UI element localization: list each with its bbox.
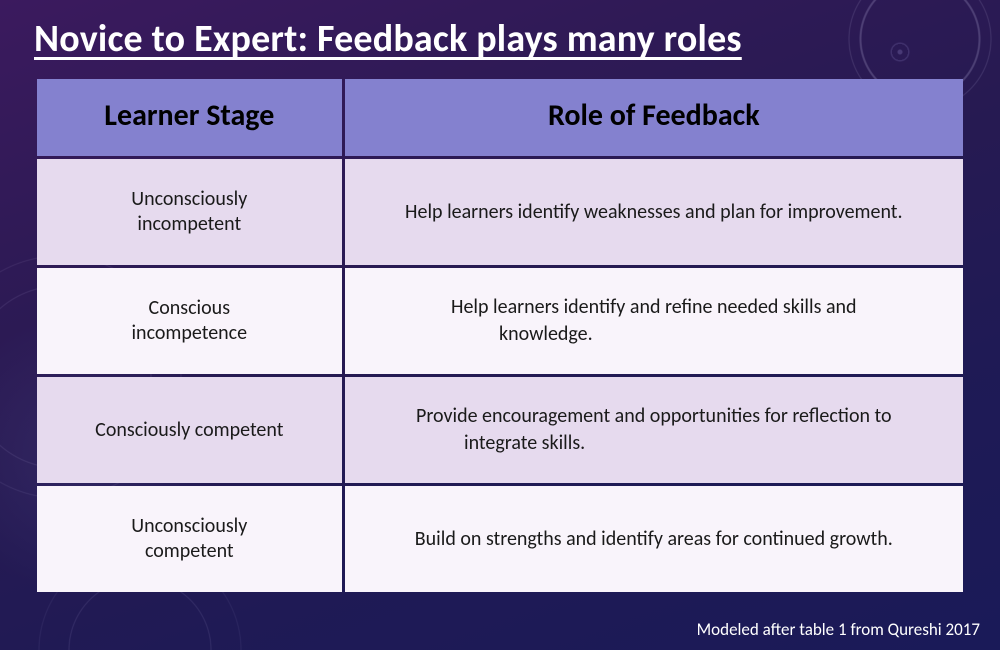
role-cell: Help learners identify and refine needed… bbox=[345, 268, 963, 374]
stage-line2: incompetence bbox=[131, 321, 247, 345]
stage-cell: Unconsciously competent bbox=[37, 486, 342, 592]
role-line1: Provide encouragement and opportunities … bbox=[416, 404, 892, 428]
table-row: Conscious incompetence Help learners ide… bbox=[37, 268, 963, 374]
role-text: Provide encouragement and opportunities … bbox=[416, 403, 892, 457]
table-row: Consciously competent Provide encouragem… bbox=[37, 377, 963, 483]
stage-line1: Unconsciously bbox=[131, 514, 247, 538]
col-header-stage: Learner Stage bbox=[37, 79, 342, 156]
role-line2: knowledge. bbox=[451, 321, 857, 348]
role-cell: Help learners identify weaknesses and pl… bbox=[345, 159, 963, 265]
slide: Novice to Expert: Feedback plays many ro… bbox=[0, 0, 1000, 650]
table-row: Unconsciously competent Build on strengt… bbox=[37, 486, 963, 592]
table-header-row: Learner Stage Role of Feedback bbox=[37, 79, 963, 156]
role-text: Build on strengths and identify areas fo… bbox=[415, 527, 893, 551]
stage-line2: incompetent bbox=[137, 212, 241, 236]
attribution-text: Modeled after table 1 from Qureshi 2017 bbox=[697, 619, 980, 640]
role-cell: Build on strengths and identify areas fo… bbox=[345, 486, 963, 592]
stage-cell: Unconsciously incompetent bbox=[37, 159, 342, 265]
feedback-table: Learner Stage Role of Feedback Unconscio… bbox=[34, 76, 966, 595]
role-line1: Help learners identify and refine needed… bbox=[451, 295, 857, 319]
role-text: Help learners identify weaknesses and pl… bbox=[405, 200, 903, 224]
stage-line1: Consciously competent bbox=[95, 418, 283, 442]
stage-cell: Conscious incompetence bbox=[37, 268, 342, 374]
role-line2: integrate skills. bbox=[416, 430, 892, 457]
slide-title: Novice to Expert: Feedback plays many ro… bbox=[34, 16, 966, 62]
stage-line1: Unconsciously bbox=[131, 187, 247, 211]
role-cell: Provide encouragement and opportunities … bbox=[345, 377, 963, 483]
stage-line2: competent bbox=[145, 539, 234, 563]
col-header-role: Role of Feedback bbox=[345, 79, 963, 156]
stage-line1: Conscious bbox=[149, 296, 230, 320]
table-row: Unconsciously incompetent Help learners … bbox=[37, 159, 963, 265]
table-body: Unconsciously incompetent Help learners … bbox=[37, 159, 963, 592]
role-text: Help learners identify and refine needed… bbox=[451, 294, 857, 348]
stage-cell: Consciously competent bbox=[37, 377, 342, 483]
